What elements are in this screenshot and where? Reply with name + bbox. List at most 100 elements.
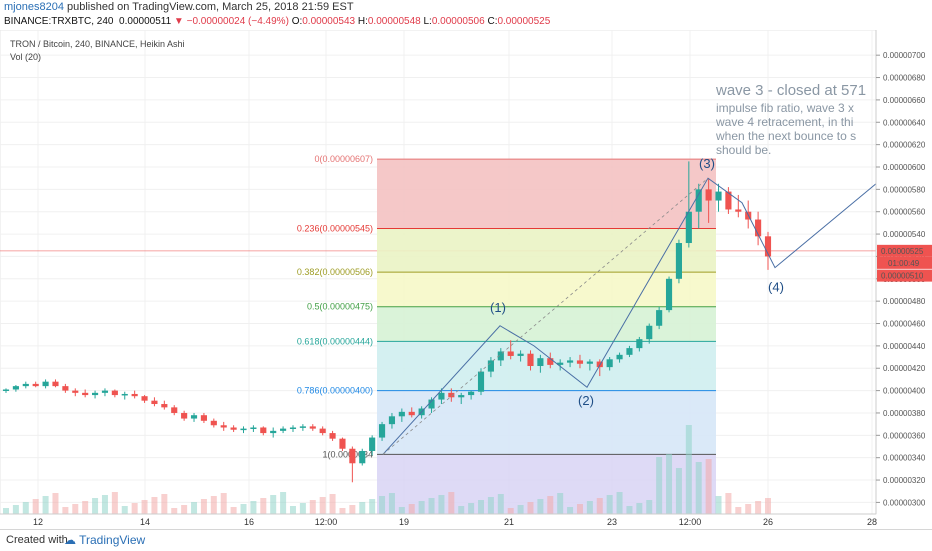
candle <box>685 161 692 248</box>
candle <box>527 350 534 371</box>
candle <box>477 368 485 396</box>
candle-body <box>567 360 574 363</box>
volume-bar <box>705 459 712 514</box>
candle <box>240 426 247 434</box>
volume-bar <box>92 498 99 514</box>
candle-body <box>606 359 613 368</box>
elliott-wave[interactable]: (1) (2) (3) (4) <box>382 156 877 455</box>
volume-bar <box>408 504 415 514</box>
candle-body <box>378 424 386 438</box>
candle-body <box>755 219 762 237</box>
candle-body <box>270 430 277 434</box>
volume-bar <box>557 493 564 514</box>
volume-bar <box>141 500 148 514</box>
candle-body <box>408 411 415 416</box>
volume-bar <box>646 500 653 514</box>
time-tick-label: 14 <box>140 517 150 527</box>
volume-bar <box>388 493 395 514</box>
candle-body <box>161 404 168 408</box>
volume-bar <box>101 495 108 514</box>
candle <box>378 421 386 441</box>
candle <box>567 357 574 368</box>
ohlc-bar: BINANCE:TRXBTC, 240 0.00000511 ▼ −0.0000… <box>4 16 550 27</box>
candle <box>428 397 435 413</box>
username-link[interactable]: mjones8204 <box>4 1 64 13</box>
symbol-label: BINANCE:TRXBTC, 240 <box>4 16 114 27</box>
candle <box>250 425 257 432</box>
time-tick-label: 23 <box>607 517 617 527</box>
price-tick-label: 0.00000460 <box>883 320 926 329</box>
candle <box>111 389 118 398</box>
candle <box>91 390 99 399</box>
candle <box>705 178 712 223</box>
candle-body <box>438 392 445 400</box>
footer: Created with ☁ TradingView <box>0 529 932 551</box>
candle <box>270 427 277 438</box>
candle-body <box>141 396 148 401</box>
candle-body <box>319 428 326 434</box>
candle-body <box>62 386 69 391</box>
created-with-text: Created with <box>6 534 68 546</box>
time-tick-label: 28 <box>867 517 877 527</box>
annotation-title[interactable]: wave 3 - closed at 571 <box>715 82 866 99</box>
volume-bar <box>191 502 198 514</box>
candle <box>636 336 643 352</box>
open-value: 0.00000543 <box>302 16 356 27</box>
candle <box>280 426 287 434</box>
volume-bar <box>675 468 682 514</box>
price-tick-label: 0.00000560 <box>883 208 926 217</box>
volume-bar <box>82 501 89 514</box>
candle <box>62 383 69 393</box>
fib-zone <box>377 454 716 514</box>
volume-bar <box>111 492 118 514</box>
pane-title: TRON / Bitcoin, 240, BINANCE, Heikin Ash… <box>10 39 185 49</box>
volume-bar <box>151 497 158 514</box>
candle-body <box>32 383 39 387</box>
wave-label: (2) <box>578 393 594 408</box>
candle <box>2 388 10 393</box>
close-value: 0.00000525 <box>497 16 551 27</box>
close-label: C: <box>487 16 498 27</box>
volume-bar <box>755 501 762 514</box>
candle <box>359 448 366 466</box>
volume-bar <box>359 502 366 514</box>
fib-level-label: 0.5(0.00000475) <box>307 302 373 312</box>
fib-zone <box>377 390 716 455</box>
candle-body <box>220 425 227 428</box>
candle-body <box>121 393 128 396</box>
volume-bar <box>735 507 742 514</box>
volume-bar <box>52 493 59 514</box>
fib-level-label: 0.382(0.00000506) <box>297 267 373 277</box>
candle-body <box>616 354 623 360</box>
price-tick-label: 0.00000580 <box>883 185 926 194</box>
wave-label: (1) <box>490 300 506 315</box>
volume-bar <box>576 504 583 514</box>
volume-bar <box>497 494 504 514</box>
candle-body <box>200 415 207 421</box>
volume-bar <box>240 504 247 514</box>
price-chart[interactable]: 0(0.00000607) 0.236(0.00000545) 0.382(0.00… <box>0 30 932 529</box>
candle <box>230 425 237 432</box>
time-tick-label: 19 <box>399 517 409 527</box>
candle-body <box>557 362 564 365</box>
candle-body <box>91 392 99 396</box>
candle <box>458 392 465 405</box>
fib-level-label: 1(0.0000034 <box>322 449 373 459</box>
annotation-line: when the next bounce to s <box>715 129 856 143</box>
candle-body <box>497 351 504 361</box>
time-tick-label: 21 <box>504 517 514 527</box>
candle <box>200 412 207 424</box>
tradingview-logo[interactable]: ☁ TradingView <box>64 533 146 547</box>
price-axis[interactable]: 0.00000300 0.00000320 0.00000340 0.00000360… <box>875 30 932 514</box>
last-price: 0.00000511 <box>119 16 172 27</box>
time-axis[interactable]: 12 14 16 12:00 19 21 23 12:00 26 28 <box>0 513 877 527</box>
volume-bar <box>22 502 29 514</box>
price-tick-label: 0.00000700 <box>883 51 926 60</box>
candle <box>210 418 217 428</box>
candle <box>131 390 138 399</box>
candle <box>181 410 188 421</box>
candle <box>497 348 504 367</box>
candle-body <box>517 353 524 356</box>
candle <box>656 306 663 330</box>
candle-body <box>2 389 10 391</box>
